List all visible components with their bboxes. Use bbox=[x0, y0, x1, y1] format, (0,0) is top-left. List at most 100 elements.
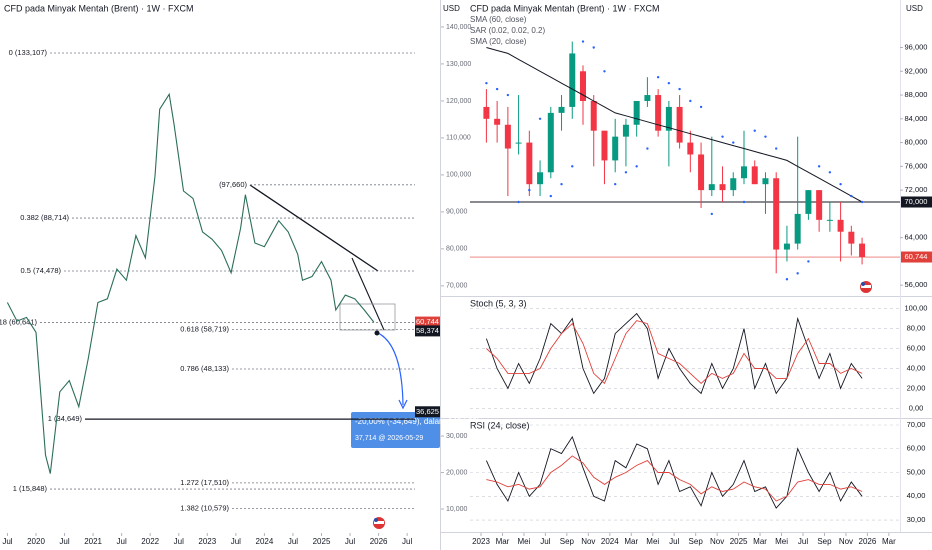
price-tag bbox=[415, 325, 440, 337]
fib-label: (97,660) bbox=[219, 180, 247, 189]
y-tick-label: 84,000 bbox=[905, 114, 928, 123]
y2-tick-label: 10,000 bbox=[446, 506, 468, 513]
x-tick-label: Jul bbox=[174, 537, 184, 546]
y-tick-label: 92,000 bbox=[905, 66, 928, 75]
x-tick-label: Sep bbox=[817, 537, 832, 546]
axis-label: USD bbox=[906, 4, 923, 13]
sar-dot bbox=[785, 278, 789, 281]
sar-dot bbox=[538, 117, 542, 121]
sar-dot bbox=[560, 182, 563, 186]
sar-dot bbox=[485, 81, 488, 85]
x-tick-label: Nov bbox=[581, 537, 595, 546]
indicator-line bbox=[485, 312, 863, 395]
x-tick-label: Nov bbox=[839, 537, 853, 546]
y-tick-label: 80,00 bbox=[907, 324, 926, 333]
sar-dot bbox=[603, 70, 606, 73]
y2-tick-label: 140,000 bbox=[446, 24, 471, 31]
chart-title: CFD pada Minyak Mentah (Brent) · 1W · FX… bbox=[4, 3, 194, 13]
fib-label: 1 (34,649) bbox=[48, 414, 83, 423]
sar-dot bbox=[860, 200, 864, 204]
x-tick-label: 2020 bbox=[27, 537, 45, 546]
fib-label: 0.618 (58,719) bbox=[180, 325, 229, 334]
candle-body bbox=[762, 178, 769, 185]
sma-line bbox=[486, 47, 863, 203]
price-tag bbox=[415, 406, 440, 418]
sar-dot bbox=[796, 272, 799, 275]
x-tick-label: 2026 bbox=[370, 537, 388, 546]
candle-body bbox=[805, 190, 812, 214]
x-tick-label: Sep bbox=[560, 537, 575, 546]
y2-tick-label: 20,000 bbox=[446, 469, 468, 476]
x-tick-label: Nov bbox=[710, 537, 724, 546]
candle-body bbox=[655, 95, 662, 131]
fib-label: 0 (133,107) bbox=[9, 48, 48, 57]
x-tick-label: Mei bbox=[517, 537, 530, 546]
x-tick-label: Jul bbox=[231, 537, 241, 546]
trendline bbox=[249, 184, 379, 272]
x-tick-label: Mar bbox=[496, 537, 510, 546]
sar-dot bbox=[775, 147, 778, 150]
price-tag bbox=[901, 251, 932, 263]
y2-tick-label: 110,000 bbox=[446, 135, 471, 142]
x-tick-label: Mei bbox=[775, 537, 788, 546]
projection-subtext: 37,714 @ 2026-05-29 bbox=[355, 435, 423, 442]
sar-dot bbox=[614, 182, 617, 186]
candle-body bbox=[504, 124, 511, 149]
sar-dot bbox=[678, 87, 681, 91]
sar-dot bbox=[742, 200, 746, 204]
y2-tick-label: 30,000 bbox=[446, 433, 468, 440]
y-tick-label: 56,000 bbox=[905, 280, 928, 289]
arrow-head bbox=[398, 399, 408, 410]
y-tick-label: 50,00 bbox=[907, 467, 926, 476]
candle-body bbox=[783, 243, 790, 250]
x-tick-label: Mei bbox=[646, 537, 659, 546]
y-tick-label: 20,00 bbox=[907, 383, 926, 392]
price-tag-label: 58,374 bbox=[416, 326, 439, 335]
fib-label: 0.5 (74,478) bbox=[21, 266, 62, 275]
x-tick-label: 2026 bbox=[859, 537, 877, 546]
x-tick-label: 2023 bbox=[472, 537, 490, 546]
sar-dot bbox=[710, 212, 713, 216]
pane-title: Stoch (5, 3, 3) bbox=[470, 298, 527, 308]
sar-dot bbox=[656, 76, 660, 79]
fib-label: 0.618 (60,641) bbox=[0, 317, 37, 326]
sar-dot bbox=[689, 99, 692, 103]
x-tick-label: Jul bbox=[540, 537, 550, 546]
y-tick-label: 40,00 bbox=[907, 491, 926, 500]
candle-body bbox=[859, 243, 866, 258]
y-tick-label: 88,000 bbox=[905, 90, 928, 99]
price-tag-label: 36,625 bbox=[416, 407, 439, 416]
x-tick-label: Jul bbox=[402, 537, 412, 546]
candle-body bbox=[494, 118, 501, 125]
y-tick-label: 60,00 bbox=[907, 344, 926, 353]
candle-body bbox=[848, 231, 855, 244]
x-tick-label: Sep bbox=[689, 537, 704, 546]
y-tick-label: 30,00 bbox=[907, 515, 926, 524]
range-box bbox=[339, 303, 396, 331]
y2-tick-label: 130,000 bbox=[446, 61, 471, 68]
anchor-dot bbox=[374, 330, 380, 336]
candle-body bbox=[483, 106, 490, 119]
sar-dot bbox=[624, 171, 628, 174]
sar-dot bbox=[549, 194, 552, 198]
candle-body bbox=[816, 190, 823, 220]
y-tick-label: 0,00 bbox=[909, 403, 924, 412]
x-tick-label: 2024 bbox=[601, 537, 619, 546]
candle-body bbox=[773, 178, 780, 250]
candle-body bbox=[687, 142, 694, 155]
candle-body bbox=[515, 142, 522, 144]
price-line bbox=[6, 92, 375, 474]
candle-body bbox=[708, 184, 715, 191]
price-tag-label: 60,744 bbox=[416, 317, 439, 326]
projection-arrow bbox=[377, 332, 404, 406]
legend-item: SAR (0.02, 0.02, 0.2) bbox=[470, 26, 545, 35]
candle-body bbox=[526, 142, 533, 185]
candle-body bbox=[719, 184, 726, 191]
y-tick-label: 96,000 bbox=[905, 42, 928, 51]
sar-dot bbox=[828, 171, 832, 174]
x-tick-label: Jul bbox=[2, 537, 12, 546]
sar-dot bbox=[839, 182, 842, 186]
fib-label: 1.272 (17,510) bbox=[180, 478, 229, 487]
price-tag bbox=[415, 316, 440, 328]
x-tick-label: Jul bbox=[288, 537, 298, 546]
